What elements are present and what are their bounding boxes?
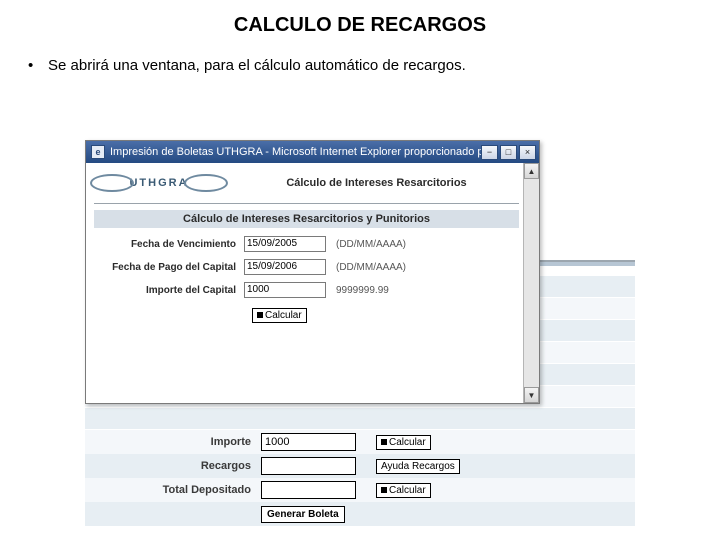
fecha-venc-label: Fecha de Vencimiento	[94, 239, 244, 250]
importe-cap-hint: 9999999.99	[336, 285, 389, 296]
ayuda-recargos-button[interactable]: Ayuda Recargos	[376, 459, 460, 474]
popup-body: UTHGRA Cálculo de Intereses Resarcitorio…	[86, 163, 539, 403]
bg-row-generate: Generar Boleta	[85, 502, 635, 526]
importe-calcular-label: Calcular	[389, 437, 426, 448]
vertical-scrollbar[interactable]: ▲ ▼	[523, 163, 539, 403]
recargos-label: Recargos	[91, 460, 261, 472]
importe-label: Importe	[91, 436, 261, 448]
bg-row-recargos: Recargos Ayuda Recargos	[85, 454, 635, 478]
row-fecha-vencimiento: Fecha de Vencimiento 15/09/2005 (DD/MM/A…	[94, 236, 519, 252]
total-input[interactable]	[261, 481, 356, 499]
uthgra-logo: UTHGRA	[94, 169, 224, 197]
window-title-text: Impresión de Boletas UTHGRA - Microsoft …	[110, 146, 481, 158]
bullet-text: Se abrirá una ventana, para el cálculo a…	[48, 57, 466, 74]
importe-input[interactable]: 1000	[261, 433, 356, 451]
square-icon	[257, 312, 263, 318]
total-label: Total Depositado	[91, 484, 261, 496]
row-fecha-pago: Fecha de Pago del Capital 15/09/2006 (DD…	[94, 259, 519, 275]
total-calcular-label: Calcular	[389, 485, 426, 496]
square-icon	[381, 487, 387, 493]
generar-boleta-button[interactable]: Generar Boleta	[261, 506, 345, 523]
minimize-button[interactable]: −	[481, 145, 498, 160]
importe-cap-input[interactable]: 1000	[244, 282, 326, 298]
popup-window: e Impresión de Boletas UTHGRA - Microsof…	[85, 140, 540, 404]
fecha-pago-hint: (DD/MM/AAAA)	[336, 262, 406, 273]
maximize-button[interactable]: □	[500, 145, 517, 160]
divider	[94, 203, 519, 204]
scroll-down-icon[interactable]: ▼	[524, 387, 539, 403]
bg-row-total: Total Depositado Calcular	[85, 478, 635, 502]
popup-header-line: Cálculo de Intereses Resarcitorios	[234, 177, 519, 189]
popup-calcular-button[interactable]: Calcular	[252, 308, 307, 323]
close-button[interactable]: ×	[519, 145, 536, 160]
total-calcular-button[interactable]: Calcular	[376, 483, 431, 498]
fecha-venc-input[interactable]: 15/09/2005	[244, 236, 326, 252]
recargos-input[interactable]	[261, 457, 356, 475]
fecha-venc-hint: (DD/MM/AAAA)	[336, 239, 406, 250]
section-title-bar: Cálculo de Intereses Resarcitorios y Pun…	[94, 210, 519, 228]
scroll-track[interactable]	[524, 179, 539, 387]
popup-calcular-label: Calcular	[265, 310, 302, 321]
importe-cap-label: Importe del Capital	[94, 285, 244, 296]
importe-calcular-button[interactable]: Calcular	[376, 435, 431, 450]
window-controls: − □ ×	[481, 145, 536, 160]
bg-row-importe: Importe 1000 Calcular	[85, 430, 635, 454]
scroll-up-icon[interactable]: ▲	[524, 163, 539, 179]
bullet-icon: •	[28, 57, 48, 74]
slide-bullet: • Se abrirá una ventana, para el cálculo…	[0, 47, 720, 84]
ayuda-recargos-label: Ayuda Recargos	[381, 461, 455, 472]
row-importe-capital: Importe del Capital 1000 9999999.99	[94, 282, 519, 298]
window-titlebar[interactable]: e Impresión de Boletas UTHGRA - Microsof…	[86, 141, 539, 163]
brand-row: UTHGRA Cálculo de Intereses Resarcitorio…	[94, 169, 519, 197]
ie-icon: e	[91, 145, 105, 159]
fecha-pago-input[interactable]: 15/09/2006	[244, 259, 326, 275]
slide-title: CALCULO DE RECARGOS	[0, 0, 720, 47]
fecha-pago-label: Fecha de Pago del Capital	[94, 262, 244, 273]
square-icon	[381, 439, 387, 445]
popup-content: UTHGRA Cálculo de Intereses Resarcitorio…	[86, 163, 523, 403]
